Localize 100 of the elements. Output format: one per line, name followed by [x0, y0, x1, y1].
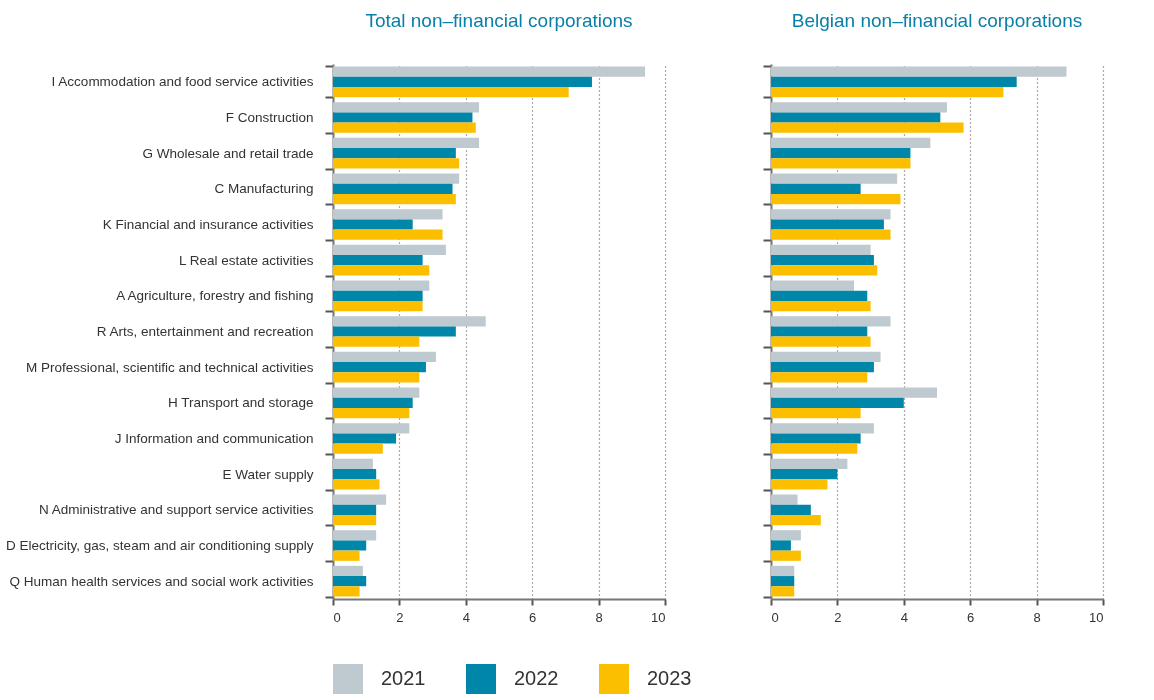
y-tick-label: L Real estate activities [178, 252, 314, 268]
x-tick-label: 4 [462, 609, 470, 625]
legend-label: 2022 [514, 667, 559, 689]
y-tick-label: E Water supply [222, 466, 314, 482]
bar [771, 219, 884, 230]
y-tick-label: J Information and communication [114, 431, 314, 446]
bar [333, 148, 456, 159]
bar [771, 540, 791, 551]
bar [333, 423, 410, 434]
bar [333, 530, 377, 541]
bar [771, 158, 911, 169]
bar [333, 66, 646, 77]
bar [771, 183, 861, 194]
bar [333, 387, 420, 398]
bar [771, 576, 795, 587]
bar [333, 280, 430, 291]
bar [771, 255, 874, 266]
bar [771, 407, 861, 419]
bar [771, 423, 874, 434]
bar [771, 173, 898, 184]
bar [333, 244, 446, 256]
bar [771, 122, 964, 133]
bar [771, 66, 1067, 77]
bar [771, 479, 828, 490]
bar [333, 255, 423, 266]
x-tick-label: 0 [333, 609, 341, 625]
x-tick-label: 0 [771, 609, 779, 625]
bar [333, 504, 377, 515]
bar [333, 372, 420, 383]
bar [333, 407, 410, 419]
bar [333, 193, 456, 205]
bar [771, 300, 871, 312]
y-tick-label: K Financial and insurance activities [102, 217, 314, 232]
bar [771, 433, 861, 444]
y-tick-label: A Agriculture, forestry and fishing [116, 288, 314, 304]
bar [333, 209, 443, 220]
bar [333, 586, 360, 597]
x-tick-label: 4 [900, 609, 908, 625]
y-tick-label: H Transport and storage [167, 395, 314, 411]
x-tick-label: 8 [595, 609, 603, 625]
bar [771, 280, 854, 291]
bar [333, 76, 592, 87]
bar [771, 193, 901, 205]
bar [333, 300, 423, 312]
bar [771, 362, 874, 373]
legend-label: 2021 [381, 667, 426, 689]
bar [333, 122, 476, 133]
bar [333, 86, 569, 98]
y-tick-label: I Accommodation and food service activities [51, 74, 314, 90]
y-tick-label: F Construction [225, 110, 314, 125]
bar [333, 362, 426, 373]
y-tick-label: D Electricity, gas, steam and air conditioning supply [6, 538, 314, 553]
bar [333, 173, 460, 184]
bar [333, 443, 383, 454]
bar [333, 137, 480, 149]
bar [333, 290, 423, 301]
bar [333, 550, 360, 561]
bar [333, 433, 397, 444]
bar [333, 183, 453, 194]
bar [771, 372, 868, 383]
bar [771, 86, 1004, 98]
x-tick-label: 6 [529, 609, 537, 625]
x-tick-label: 2 [396, 609, 404, 625]
chart-title: Total non–financial corporations [365, 10, 633, 31]
bar [771, 326, 868, 337]
bar [771, 316, 891, 327]
bar [333, 397, 413, 408]
bar [333, 219, 413, 230]
bar [771, 76, 1017, 87]
y-tick-label: M Professional, scientific and technical activities [26, 359, 314, 375]
y-tick-label: C Manufacturing [214, 181, 314, 197]
bar [771, 265, 878, 276]
bar [333, 540, 367, 551]
bar [771, 244, 871, 256]
bar [771, 469, 838, 480]
x-tick-label: 2 [834, 609, 842, 625]
bar [771, 504, 811, 515]
bar [333, 469, 377, 480]
bar [771, 550, 801, 561]
bar [333, 336, 420, 347]
bar [333, 326, 456, 337]
bar [333, 316, 486, 327]
bar [771, 530, 801, 541]
bar [333, 479, 380, 490]
bar [771, 387, 937, 398]
bar [771, 443, 858, 454]
legend-label: 2023 [647, 667, 692, 689]
bar [771, 137, 931, 149]
bar [771, 102, 947, 113]
bar [771, 397, 904, 408]
bar [771, 290, 868, 301]
y-tick-label: G Wholesale and retail trade [142, 145, 314, 161]
bar [333, 351, 436, 363]
x-tick-label: 10 [651, 609, 666, 625]
bar [771, 148, 911, 159]
x-tick-label: 8 [1033, 609, 1041, 625]
bar [333, 514, 377, 526]
bar [771, 336, 871, 347]
bar [771, 586, 795, 597]
bar [771, 209, 891, 220]
